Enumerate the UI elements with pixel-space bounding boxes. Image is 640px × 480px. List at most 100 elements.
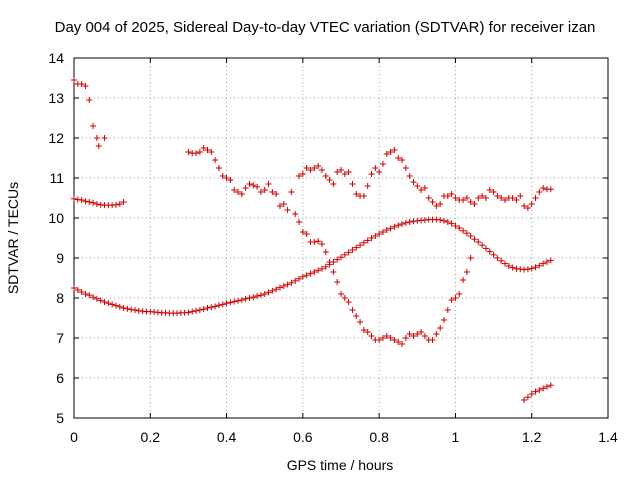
data-point: [433, 203, 440, 209]
data-point: [303, 165, 310, 171]
data-point: [341, 171, 348, 177]
data-point: [101, 135, 108, 141]
data-point: [112, 302, 119, 309]
x-tick-label: 1: [452, 429, 460, 445]
data-point: [418, 329, 425, 335]
data-point: [532, 264, 539, 271]
data-point: [124, 305, 131, 312]
data-point: [540, 260, 547, 267]
data-point: [112, 201, 119, 208]
data-point: [315, 238, 322, 245]
data-point: [330, 259, 337, 265]
data-point: [391, 147, 398, 153]
data-point: [543, 259, 550, 265]
data-point: [120, 305, 127, 311]
data-point: [402, 335, 409, 341]
data-point: [425, 195, 432, 201]
data-point: [280, 201, 287, 207]
data-point: [433, 331, 440, 337]
data-point: [200, 306, 207, 313]
data-point: [78, 81, 85, 87]
data-point: [86, 199, 93, 205]
data-point: [498, 195, 505, 201]
data-point: [360, 327, 367, 333]
data-point: [212, 157, 219, 163]
data-point: [284, 207, 291, 213]
data-point: [212, 303, 219, 310]
y-tick-label: 7: [56, 330, 64, 346]
data-point: [502, 260, 509, 267]
data-point: [391, 223, 398, 230]
data-point: [383, 227, 390, 233]
data-point: [71, 195, 77, 202]
data-point: [399, 221, 406, 227]
data-point: [536, 262, 543, 269]
data-point: [494, 193, 501, 199]
data-point: [349, 181, 356, 187]
x-tick-label: 0.8: [369, 429, 389, 445]
data-point: [421, 185, 428, 191]
data-point: [475, 239, 482, 245]
data-point: [387, 335, 394, 341]
data-point: [116, 201, 123, 207]
x-axis-label: GPS time / hours: [287, 457, 394, 473]
data-point: [246, 295, 253, 301]
data-point: [311, 239, 318, 245]
data-point: [372, 233, 379, 239]
data-point: [395, 155, 402, 161]
data-point: [479, 242, 486, 249]
data-point: [517, 193, 524, 199]
data-point: [204, 305, 211, 311]
data-point: [521, 397, 528, 403]
data-point: [219, 301, 226, 308]
data-point: [193, 150, 200, 157]
data-point: [379, 229, 386, 235]
data-point: [341, 251, 348, 258]
data-point: [528, 391, 535, 397]
data-point: [311, 165, 318, 171]
data-point: [395, 339, 402, 345]
y-tick-label: 8: [56, 290, 64, 306]
data-point: [242, 185, 249, 191]
data-point: [532, 195, 539, 201]
data-point: [273, 286, 280, 293]
x-tick-label: 1.4: [598, 429, 618, 445]
data-point: [471, 201, 478, 207]
data-point: [334, 256, 341, 263]
data-point: [97, 297, 104, 304]
data-point: [235, 189, 242, 195]
y-tick-label: 5: [56, 410, 64, 426]
data-point: [440, 217, 447, 224]
data-point: [349, 247, 356, 253]
data-point: [223, 300, 230, 307]
data-point: [509, 264, 516, 271]
data-point: [437, 201, 444, 207]
data-point: [467, 233, 474, 239]
data-point: [513, 197, 520, 203]
data-point: [463, 269, 470, 275]
data-point: [372, 165, 379, 171]
data-point: [475, 195, 482, 201]
data-point: [467, 255, 474, 261]
data-point: [326, 261, 333, 268]
data-point: [452, 223, 459, 229]
data-point: [303, 231, 310, 237]
data-point: [364, 237, 371, 244]
data-point: [254, 293, 261, 299]
data-point: [330, 269, 337, 275]
data-point: [246, 181, 253, 187]
data-point: [399, 157, 406, 163]
data-point: [288, 279, 295, 286]
data-point: [536, 387, 543, 393]
data-point: [349, 307, 356, 313]
data-point: [284, 281, 291, 288]
data-point: [82, 83, 89, 89]
grid-layer: [74, 58, 608, 418]
data-point: [296, 173, 303, 179]
data-point: [82, 291, 89, 297]
data-point: [338, 167, 344, 173]
data-point: [132, 307, 139, 313]
data-point: [410, 333, 417, 339]
data-point: [482, 245, 489, 252]
data-point: [448, 220, 455, 227]
